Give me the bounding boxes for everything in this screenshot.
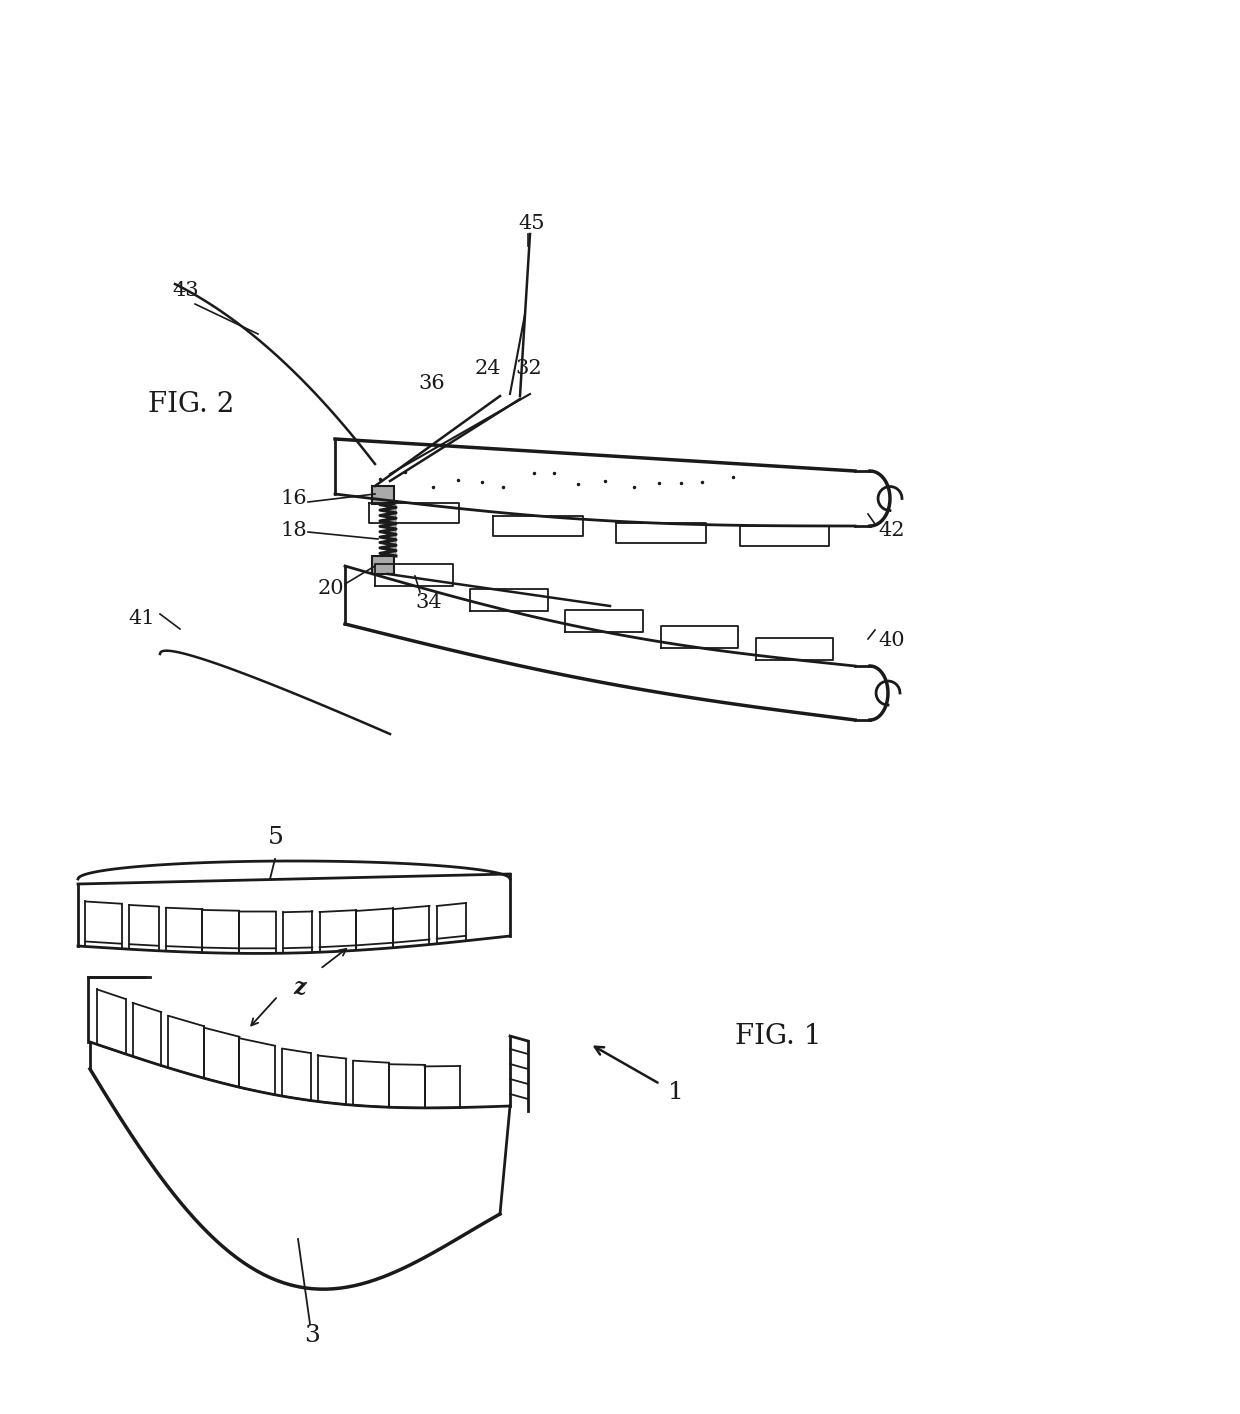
Text: 40: 40: [878, 631, 905, 650]
Text: z: z: [293, 977, 305, 1000]
Bar: [372, 486, 394, 503]
Polygon shape: [379, 540, 396, 546]
Text: FIG. 2: FIG. 2: [148, 392, 234, 419]
Text: 16: 16: [280, 489, 306, 508]
Text: 1: 1: [668, 1080, 683, 1104]
Text: 45: 45: [518, 214, 544, 233]
Polygon shape: [379, 546, 396, 550]
Text: 20: 20: [317, 578, 345, 598]
Polygon shape: [379, 550, 396, 556]
Polygon shape: [379, 523, 396, 529]
Text: 5: 5: [268, 826, 284, 848]
Text: 32: 32: [515, 359, 542, 378]
Text: 41: 41: [128, 609, 155, 628]
Bar: [372, 556, 394, 574]
Polygon shape: [379, 518, 396, 523]
Text: 36: 36: [418, 373, 445, 393]
Text: 43: 43: [172, 281, 198, 300]
Text: 42: 42: [878, 520, 904, 540]
Polygon shape: [379, 508, 396, 513]
Text: FIG. 1: FIG. 1: [735, 1022, 821, 1051]
Polygon shape: [379, 513, 396, 518]
Text: 3: 3: [304, 1324, 320, 1348]
Polygon shape: [379, 534, 396, 540]
Text: 34: 34: [415, 592, 441, 612]
Polygon shape: [379, 502, 396, 508]
Text: 18: 18: [280, 520, 306, 540]
Polygon shape: [379, 529, 396, 534]
Text: 24: 24: [475, 359, 501, 378]
